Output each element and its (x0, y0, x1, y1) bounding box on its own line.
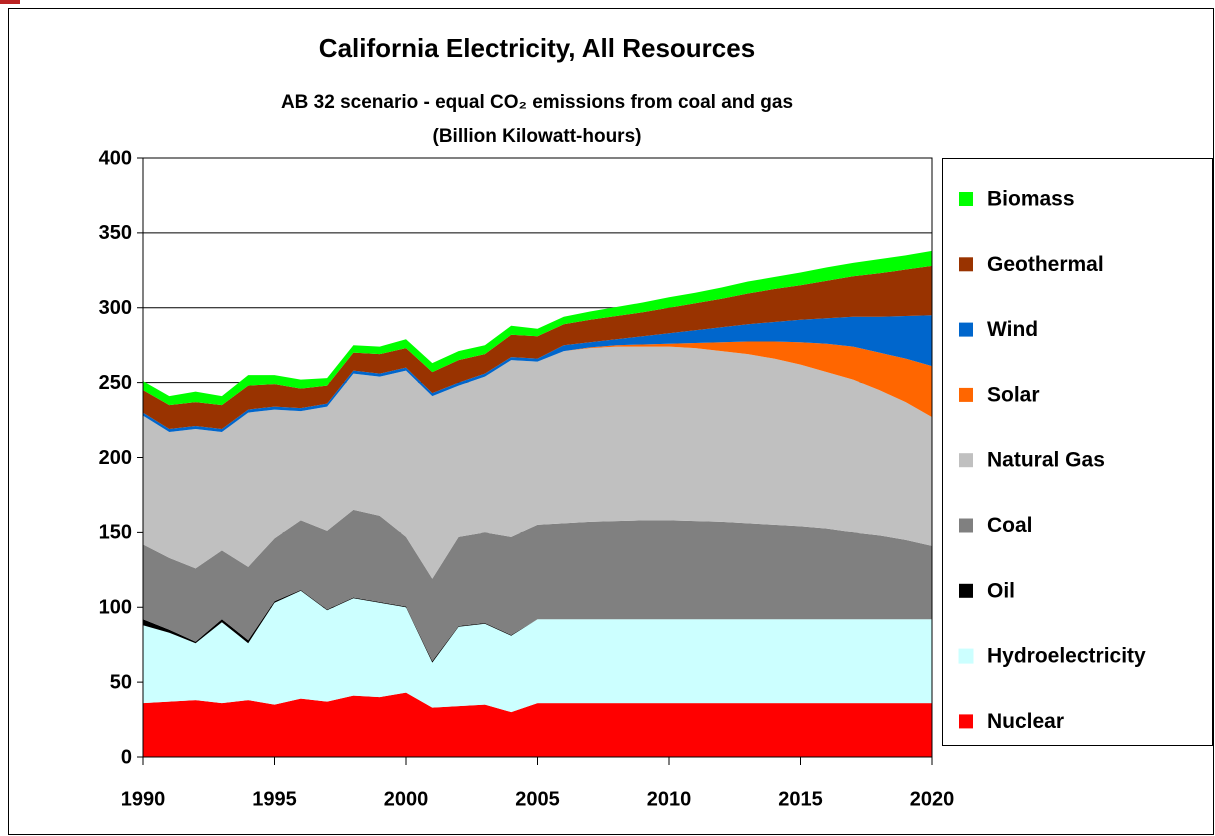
legend-label: Solar (987, 383, 1040, 406)
area (143, 692, 932, 757)
x-tick-label: 2020 (910, 788, 955, 810)
area (143, 265, 932, 430)
legend-swatch (958, 648, 974, 664)
legend-box (942, 158, 1213, 746)
x-tick-label: 2010 (647, 788, 692, 810)
area (143, 250, 932, 406)
y-tick-label: 0 (121, 746, 132, 768)
legend-swatch (959, 387, 973, 402)
legend: Biomass Geothermal Wind Solar Natural Gas Coa… (942, 158, 1213, 746)
legend-label: Coal (987, 514, 1033, 537)
axes: 0 50 100 150 200 250 300 350 400 1990 1995 2000 2005… (99, 147, 955, 810)
area (143, 590, 932, 713)
legend-swatch (959, 518, 973, 533)
legend-label: Natural Gas (987, 449, 1105, 472)
legend-swatch (959, 714, 973, 729)
legend-label: Nuclear (987, 710, 1064, 733)
area (143, 341, 932, 433)
legend-swatch (959, 583, 973, 598)
chart-title: California Electricity, All Resources (319, 33, 755, 63)
legend-label: Hydroelectricity (987, 645, 1146, 668)
legend-swatch (959, 453, 973, 468)
area (143, 346, 932, 579)
y-tick-label: 300 (99, 297, 132, 319)
x-tick-label: 1990 (121, 788, 166, 810)
y-tick-label: 250 (99, 372, 132, 394)
chart-subtitle: (Billion Kilowatt-hours) (433, 126, 642, 147)
legend-swatch (959, 322, 973, 337)
y-tick-label: 350 (99, 222, 132, 244)
y-tick-label: 100 (99, 597, 132, 619)
legend-swatch (959, 257, 973, 272)
y-tick-label: 200 (99, 447, 132, 469)
x-tick-label: 2005 (515, 788, 560, 810)
legend-label: Oil (987, 579, 1015, 602)
area (143, 509, 932, 662)
area (143, 315, 932, 433)
y-tick-label: 400 (99, 147, 132, 169)
corner-mark (0, 0, 20, 4)
legend-label: Biomass (987, 188, 1075, 211)
legend-swatch (959, 192, 973, 206)
x-tick-label: 2015 (778, 788, 823, 810)
legend-label: Geothermal (987, 253, 1104, 276)
y-tick-label: 150 (99, 522, 132, 544)
legend-label: Wind (987, 318, 1038, 341)
chart-subtitle: AB 32 scenario - equal CO₂ emissions fro… (281, 92, 793, 113)
y-tick-label: 50 (110, 671, 132, 693)
x-tick-label: 1995 (252, 788, 297, 810)
x-tick-label: 2000 (384, 788, 429, 810)
